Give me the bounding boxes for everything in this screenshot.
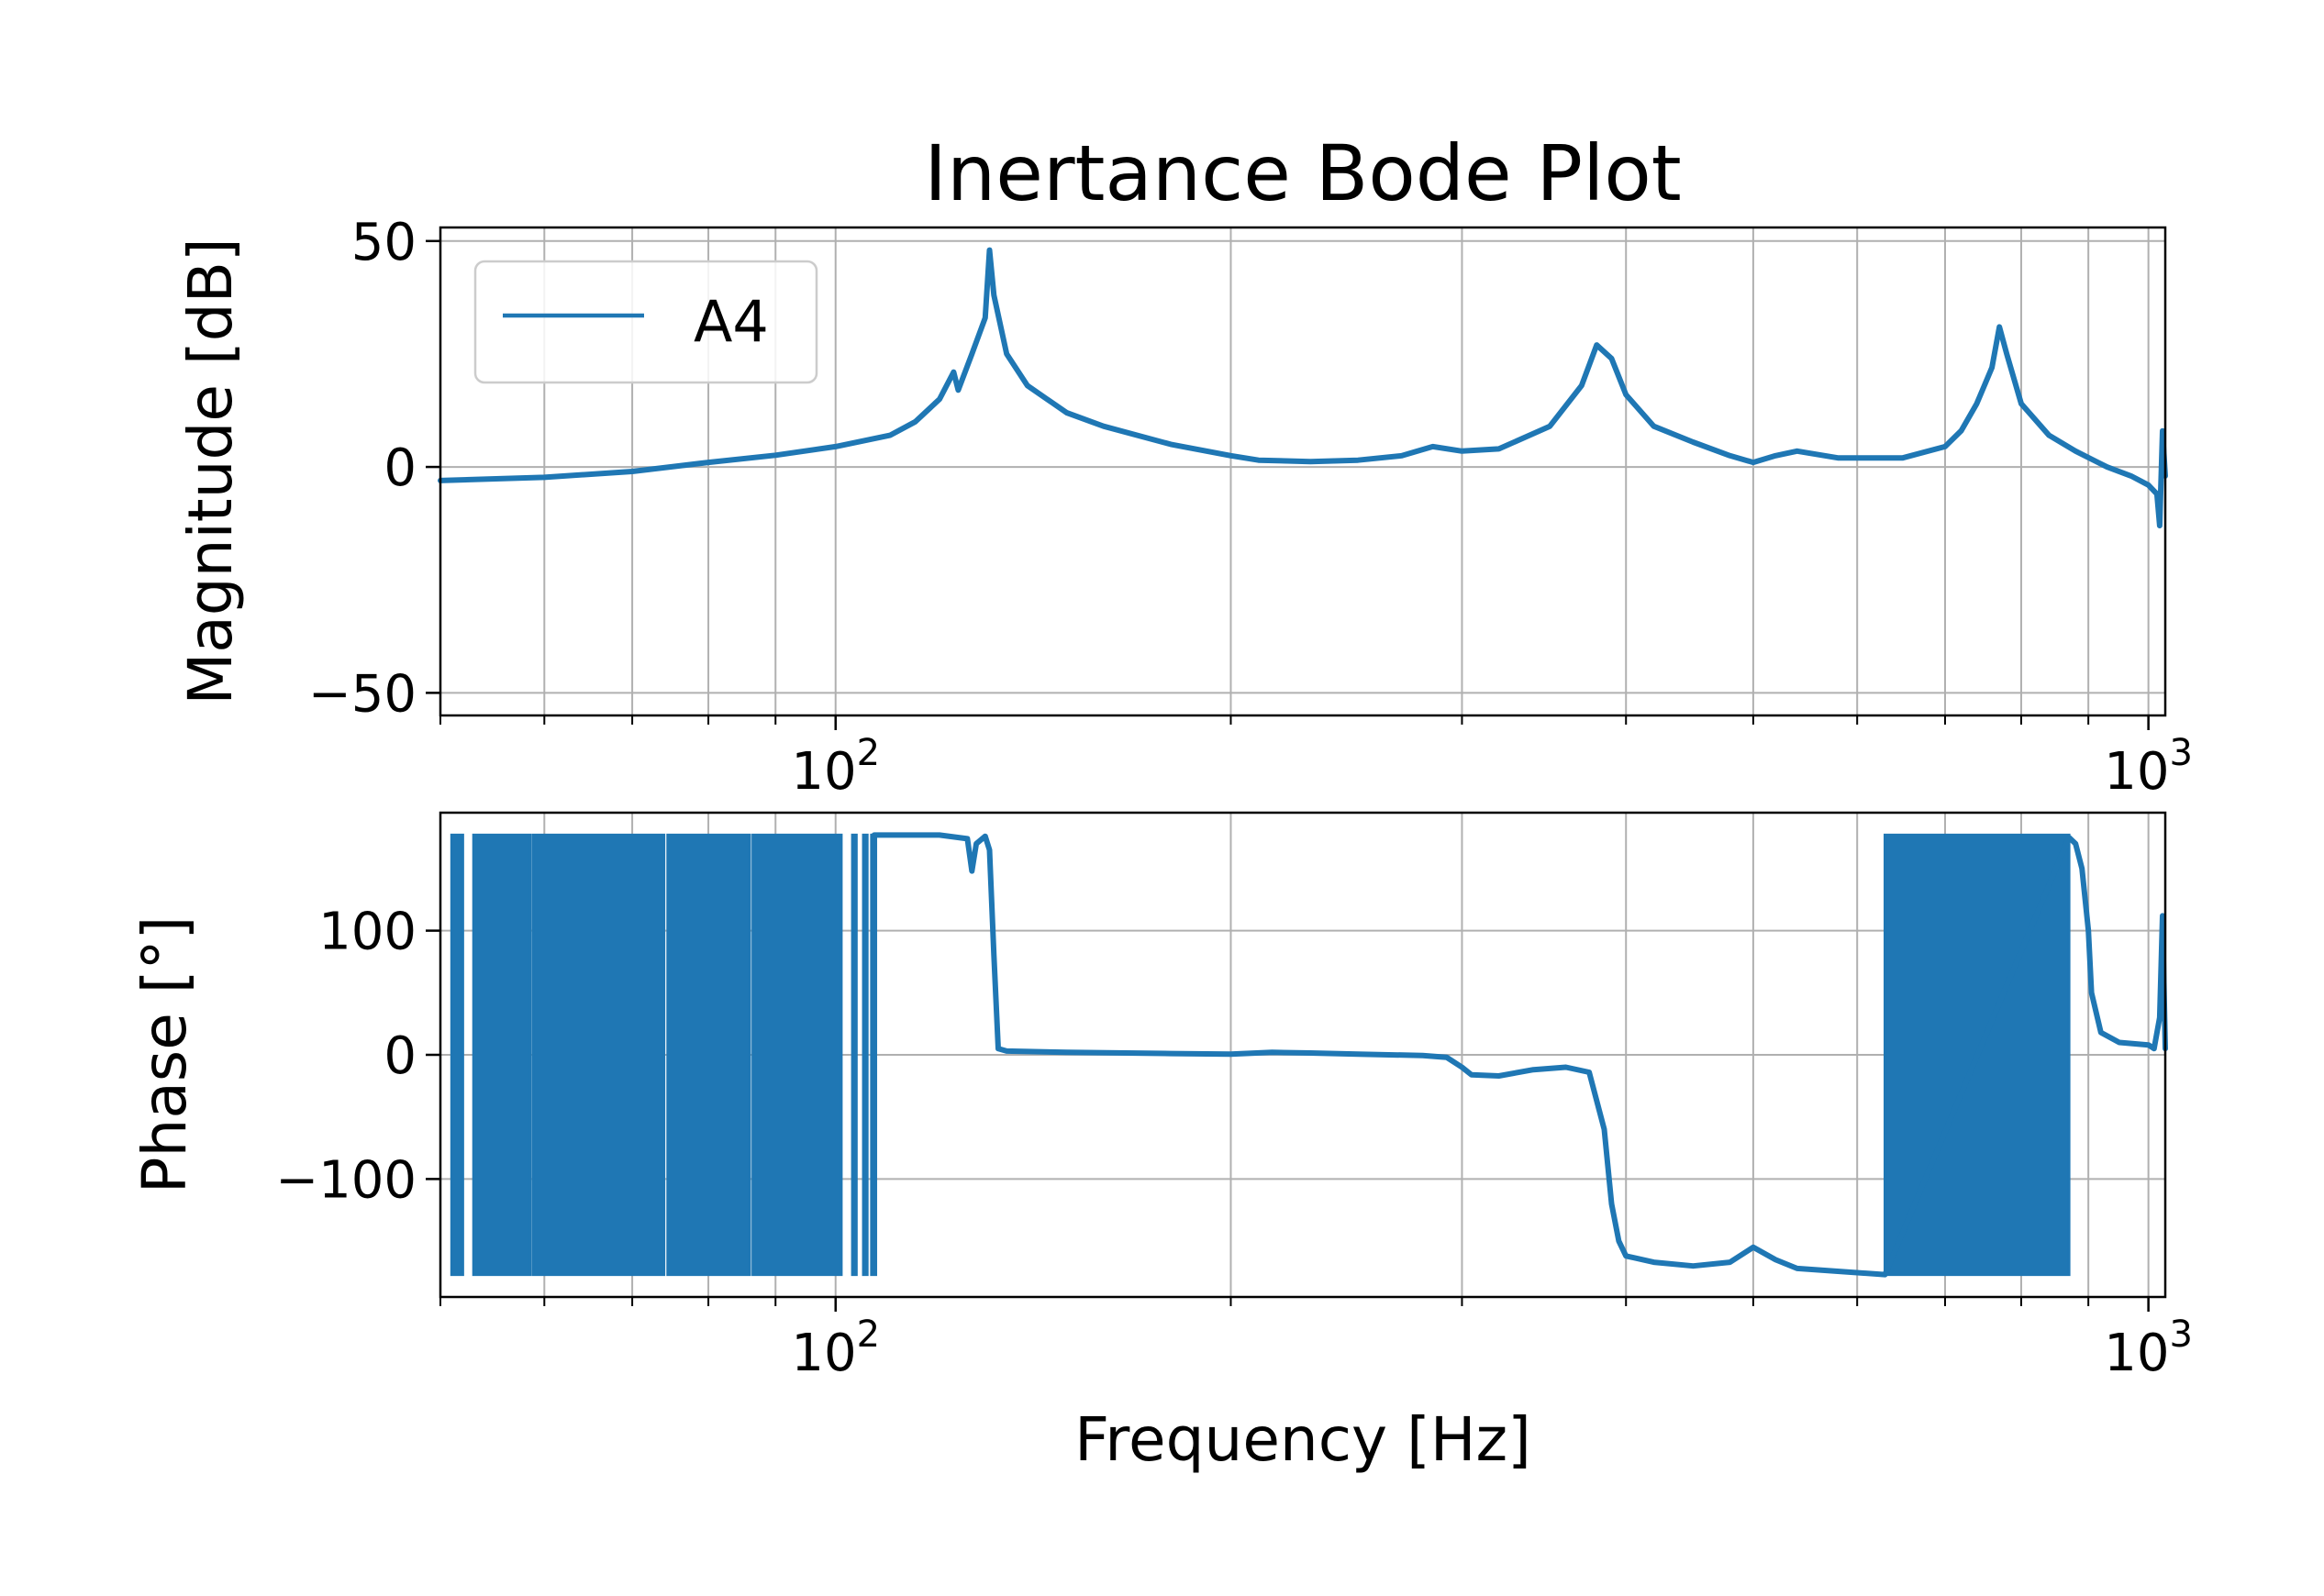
phase-wrap-band — [851, 833, 858, 1277]
magnitude-y-tick-label: 50 — [351, 213, 417, 272]
phase-ticks: 102 103 100 0 −100 — [275, 903, 2193, 1383]
phase-x-tick-label: 103 — [2104, 1313, 2193, 1383]
chart-title: Inertance Bode Plot — [924, 128, 1681, 218]
legend: A4 — [473, 260, 818, 384]
phase-series-line — [871, 832, 2168, 1278]
phase-series-a4 — [871, 832, 2168, 1278]
phase-y-tick-label: 0 — [384, 1026, 417, 1086]
magnitude-ticks: 102 103 50 0 −50 — [308, 213, 2193, 802]
magnitude-grid — [439, 227, 2165, 715]
phase-wrap-band — [862, 833, 869, 1277]
phase-y-tick-label: −100 — [275, 1150, 417, 1210]
magnitude-y-tick-label: −50 — [308, 664, 417, 724]
x-axis-label: Frequency [Hz] — [1074, 1404, 1531, 1475]
phase-wrap-band — [472, 833, 532, 1277]
phase-x-tick-label: 102 — [791, 1313, 880, 1383]
magnitude-ylabel: Magnitude [dB] — [175, 238, 246, 704]
legend-box — [473, 260, 818, 384]
phase-y-tick-label: 100 — [318, 903, 417, 962]
phase-wrap-band — [531, 833, 666, 1277]
phase-wrap-band — [450, 833, 464, 1277]
magnitude-series-line — [438, 247, 2168, 529]
magnitude-x-tick-label: 103 — [2104, 732, 2193, 802]
phase-ylabel: Phase [°] — [129, 916, 200, 1194]
phase-subplot: 102 103 100 0 −100 Phase [°] — [129, 811, 2193, 1383]
phase-wrap-band — [870, 833, 878, 1277]
magnitude-axes-frame — [439, 226, 2167, 717]
magnitude-subplot: 102 103 50 0 −50 Magnitude [dB] A4 — [175, 213, 2193, 802]
magnitude-y-tick-label: 0 — [384, 438, 417, 498]
phase-wrap-band — [751, 833, 843, 1277]
magnitude-series-a4 — [438, 247, 2168, 529]
phase-wrap-band — [666, 833, 751, 1277]
magnitude-x-tick-label: 102 — [791, 732, 880, 802]
legend-label-a4: A4 — [694, 288, 769, 355]
